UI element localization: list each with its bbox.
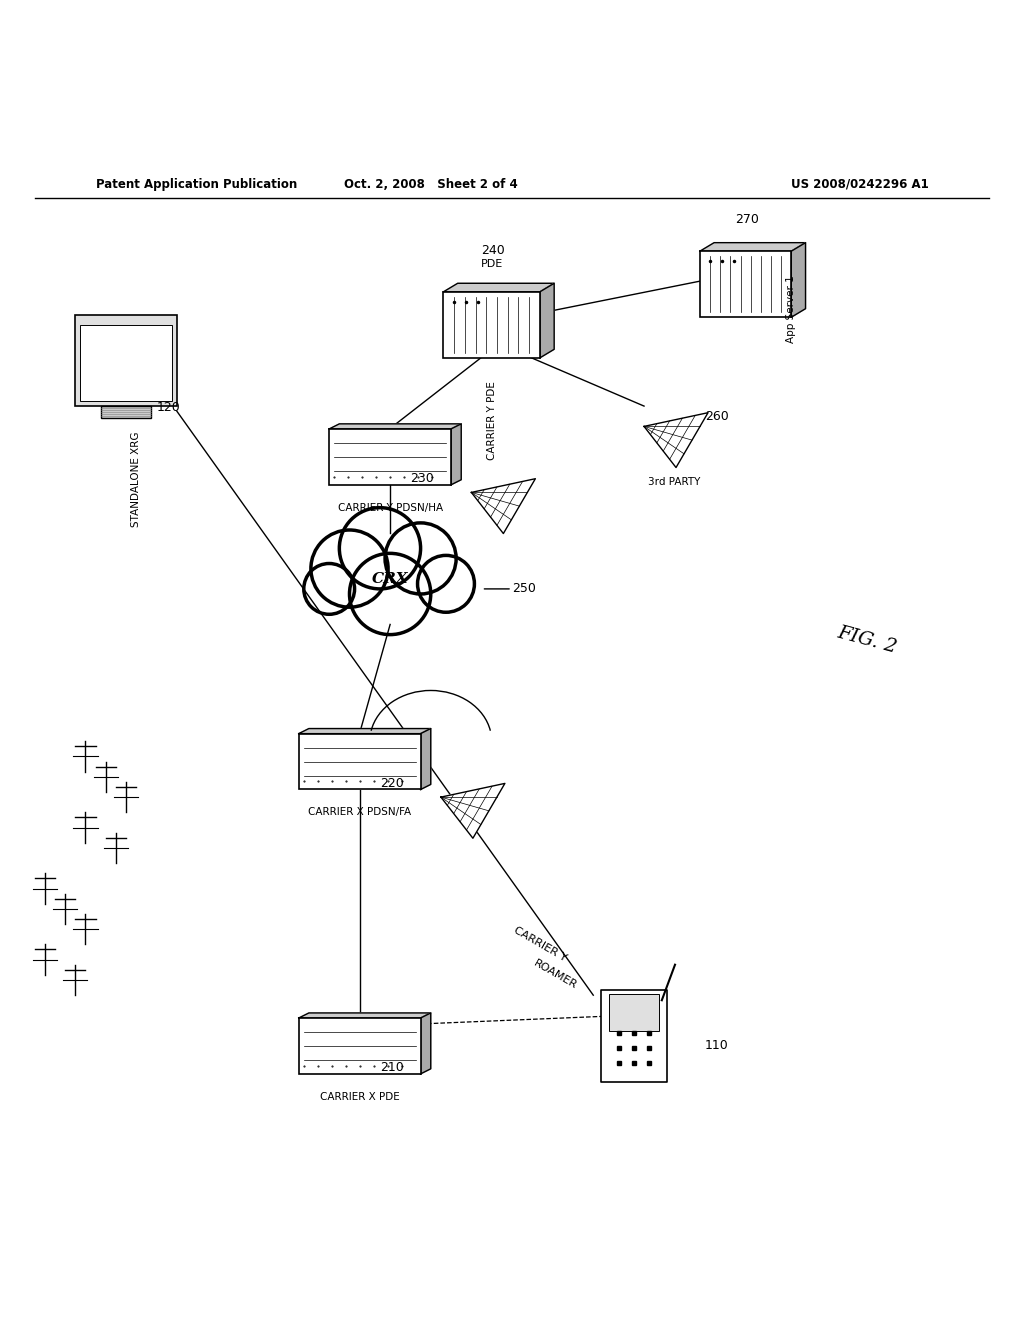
Text: 270: 270: [735, 214, 760, 226]
Bar: [699, 251, 792, 317]
Circle shape: [339, 508, 421, 589]
Text: CARRIER X PDE: CARRIER X PDE: [319, 1092, 399, 1102]
Circle shape: [304, 564, 354, 614]
Text: CRX: CRX: [372, 572, 409, 586]
Text: Patent Application Publication: Patent Application Publication: [95, 178, 297, 190]
Text: CARRIER Y: CARRIER Y: [512, 925, 568, 964]
Text: 120: 120: [157, 401, 180, 414]
Polygon shape: [421, 1012, 431, 1074]
Text: ROAMER: ROAMER: [532, 958, 580, 991]
Text: 230: 230: [411, 473, 434, 486]
Polygon shape: [421, 729, 431, 789]
Circle shape: [349, 553, 431, 635]
Bar: [80, 325, 172, 401]
Bar: [609, 994, 658, 1031]
Text: 210: 210: [380, 1061, 403, 1074]
Polygon shape: [644, 413, 708, 467]
Bar: [299, 1018, 421, 1074]
Circle shape: [385, 523, 456, 594]
Text: US 2008/0242296 A1: US 2008/0242296 A1: [791, 178, 929, 190]
Bar: [299, 734, 421, 789]
Polygon shape: [441, 783, 505, 838]
Polygon shape: [451, 424, 461, 484]
Text: 240: 240: [481, 244, 505, 256]
Circle shape: [335, 524, 445, 634]
Polygon shape: [329, 424, 461, 429]
Bar: [329, 429, 451, 484]
Text: 3rd PARTY: 3rd PARTY: [648, 478, 700, 487]
Bar: [100, 407, 152, 418]
Text: 250: 250: [512, 582, 536, 595]
Text: CARRIER X PDSN/FA: CARRIER X PDSN/FA: [308, 808, 412, 817]
Text: Oct. 2, 2008   Sheet 2 of 4: Oct. 2, 2008 Sheet 2 of 4: [344, 178, 517, 190]
Text: CARRIER Y PDSN/HA: CARRIER Y PDSN/HA: [338, 503, 442, 512]
Text: 220: 220: [380, 777, 403, 789]
Text: PDE: PDE: [480, 259, 503, 269]
Polygon shape: [299, 1012, 431, 1018]
Polygon shape: [443, 284, 554, 292]
Bar: [601, 990, 667, 1081]
Polygon shape: [471, 479, 536, 533]
Circle shape: [311, 531, 388, 607]
Bar: [443, 292, 540, 358]
Text: App Server 1: App Server 1: [786, 276, 797, 343]
Circle shape: [418, 556, 474, 612]
Polygon shape: [792, 243, 806, 317]
Polygon shape: [699, 243, 806, 251]
Text: STANDALONE XRG: STANDALONE XRG: [131, 432, 141, 527]
Text: FIG. 2: FIG. 2: [836, 623, 899, 656]
Text: 260: 260: [705, 409, 729, 422]
Bar: [75, 314, 177, 407]
Text: 110: 110: [705, 1039, 729, 1052]
Polygon shape: [540, 284, 554, 358]
Polygon shape: [299, 729, 431, 734]
Text: CARRIER Y PDE: CARRIER Y PDE: [486, 380, 497, 459]
